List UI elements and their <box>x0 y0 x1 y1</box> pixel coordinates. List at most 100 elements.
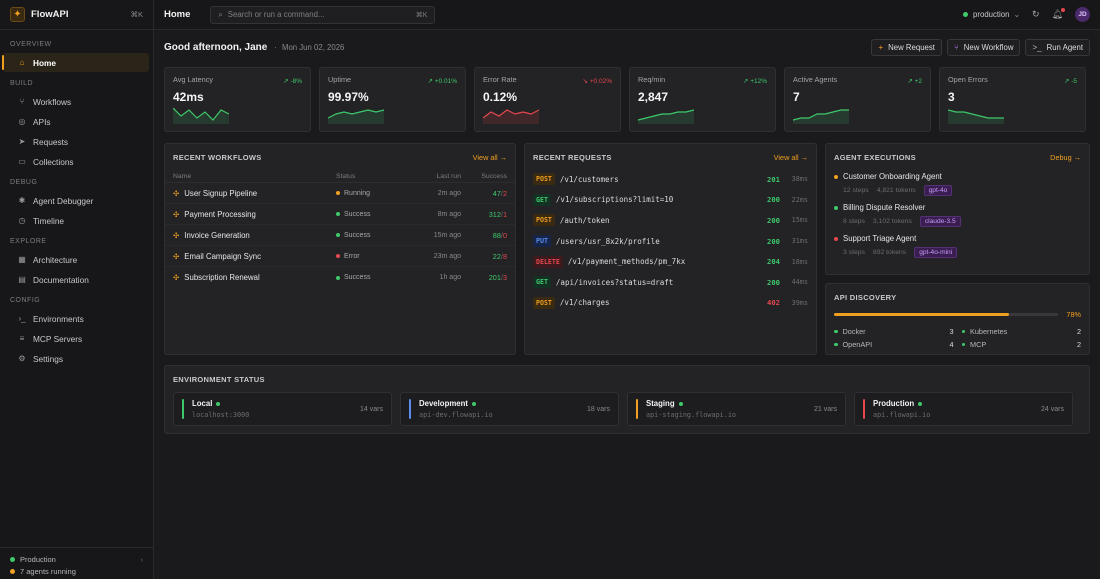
workflow-name-cell: ✣ Payment Processing <box>173 210 336 219</box>
model-tag: gpt-4o-mini <box>914 246 958 258</box>
new-request-button[interactable]: + New Request <box>871 38 942 56</box>
run-agent-button[interactable]: >_ Run Agent <box>1025 38 1090 56</box>
topbar: Home ⌕ Search or run a command... ⌘K pro… <box>154 0 1100 30</box>
folder-icon: ▭ <box>18 157 26 166</box>
sidebar-item-timeline[interactable]: ◷ Timeline <box>3 211 149 230</box>
search-placeholder: Search or run a command... <box>227 10 325 19</box>
sidebar-item-apis[interactable]: ◎ APIs <box>3 112 149 131</box>
list-item[interactable]: GET/v1/subscriptions?limit=10 200 22ms <box>525 190 816 211</box>
request-time: 38ms <box>791 175 808 184</box>
metric-card[interactable]: Uptime ↗ +0.01% 99.97% <box>319 67 466 132</box>
metric-delta: ↗ +12% <box>743 77 767 85</box>
metric-value: 42ms <box>173 90 204 104</box>
sparkline <box>483 109 539 124</box>
environment-card[interactable]: Production api.flowapi.io 24 vars <box>854 392 1073 426</box>
table-row[interactable]: ✣ Invoice Generation Success 15m ago 88/0 <box>165 225 515 246</box>
sidebar-item-home[interactable]: ⌂ Home <box>2 53 149 72</box>
metric-card[interactable]: Req/min ↗ +12% 2,847 <box>629 67 776 132</box>
table-row[interactable]: ✣ Email Campaign Sync Error 23m ago 22/8 <box>165 246 515 267</box>
search-input[interactable]: ⌕ Search or run a command... ⌘K <box>210 5 436 24</box>
discovery-percent: 78% <box>1066 310 1081 319</box>
footer-agents-label: 7 agents running <box>20 566 76 576</box>
sidebar: ✦ FlowAPI ⌘K Overview ⌂ Home Build ⑂ Workflow… <box>0 0 154 579</box>
sidebar-item-environments[interactable]: ›_ Environments <box>3 309 149 328</box>
list-item[interactable]: POST/auth/token 200 15ms <box>525 210 816 231</box>
sidebar-item-architecture[interactable]: ▦ Architecture <box>3 250 149 269</box>
fail-count: 3 <box>502 273 507 282</box>
metric-card[interactable]: Open Errors ↗ -5 3 <box>939 67 1086 132</box>
search-shortcut: ⌘K <box>415 11 428 19</box>
sidebar-item-label: APIs <box>33 116 51 127</box>
main-area: Home ⌕ Search or run a command... ⌘K pro… <box>154 0 1100 579</box>
bell-icon[interactable]: 🔔︎ <box>1051 8 1065 19</box>
metric-card[interactable]: Error Rate ↘ +0.02% 0.12% <box>474 67 621 132</box>
discovery-count: 4 <box>949 340 954 349</box>
separator: / <box>500 251 503 261</box>
method-badge: POST <box>533 296 555 309</box>
env-name: Staging <box>646 399 675 408</box>
list-item[interactable]: GET/api/invoices?status=draft 200 44ms <box>525 272 816 293</box>
list-item[interactable]: POST/v1/charges 402 39ms <box>525 293 816 314</box>
sidebar-item-documentation[interactable]: ▤ Documentation <box>3 270 149 289</box>
request-time: 31ms <box>791 237 808 246</box>
metric-delta: ↗ +0.01% <box>428 77 458 85</box>
sidebar-item-mcp-servers[interactable]: ≡ MCP Servers <box>3 329 149 348</box>
status-code: 200 <box>767 277 780 287</box>
agent-execution[interactable]: Billing Dispute Resolver 8 steps 3,102 tok… <box>826 201 1089 228</box>
refresh-icon[interactable]: ↻ <box>1032 9 1040 19</box>
table-row[interactable]: ✣ Subscription Renewal Success 1h ago 201/3 <box>165 267 515 288</box>
status-dot <box>918 401 923 406</box>
environment-card[interactable]: Local localhost:3000 14 vars <box>173 392 392 426</box>
sidebar-section-label: Debug <box>10 179 38 186</box>
metric-card[interactable]: Avg Latency ↗ -8% 42ms <box>164 67 311 132</box>
request-path: /auth/token <box>559 215 610 225</box>
environment-card[interactable]: Development api-dev.flowapi.io 18 vars <box>400 392 619 426</box>
footer-env-label: Production <box>20 554 56 564</box>
sidebar-item-agent-debugger[interactable]: ✱ Agent Debugger <box>3 191 149 210</box>
metric-value: 99.97% <box>328 90 369 104</box>
metric-card[interactable]: Active Agents ↗ +2 7 <box>784 67 931 132</box>
agent-execution[interactable]: Customer Onboarding Agent 12 steps 4,821 t… <box>826 170 1089 197</box>
env-vars: 24 vars <box>1041 405 1064 413</box>
list-item[interactable]: DELETE/v1/payment_methods/pm_7kx 204 18ms <box>525 251 816 272</box>
list-item[interactable]: POST/v1/customers 201 38ms <box>525 169 816 190</box>
agent-steps: 12 steps <box>843 186 869 194</box>
new-workflow-button[interactable]: ⑂ New Workflow <box>946 38 1021 56</box>
home-icon: ⌂ <box>19 58 25 67</box>
command-shortcut[interactable]: ⌘K <box>130 10 143 19</box>
workflows-view-all-link[interactable]: View all → <box>472 152 507 162</box>
metric-label: Error Rate <box>483 75 517 84</box>
sparkline <box>948 109 1004 124</box>
sidebar-item-workflows[interactable]: ⑂ Workflows <box>3 92 149 111</box>
workflow-success: 312/1 <box>461 210 507 219</box>
workflow-icon: ✣ <box>173 273 180 282</box>
sparkline-area <box>483 110 539 124</box>
agent-name-row: Support Triage Agent <box>834 232 1081 245</box>
table-row[interactable]: ✣ Payment Processing Success 8m ago 312/1 <box>165 204 515 225</box>
sidebar-item-collections[interactable]: ▭ Collections <box>3 152 149 171</box>
sidebar-footer[interactable]: Production › 7 agents running <box>0 547 153 579</box>
sidebar-item-settings[interactable]: ⚙ Settings <box>3 349 149 368</box>
clock-icon: ◷ <box>18 216 26 225</box>
env-name: Local <box>192 399 213 408</box>
environment-card[interactable]: Staging api-staging.flowapi.io 21 vars <box>627 392 846 426</box>
environment-selector[interactable]: production ⌄ <box>963 10 1020 19</box>
env-color-stripe <box>636 399 638 419</box>
workflow-last-run: 15m ago <box>433 231 461 239</box>
fail-count: 0 <box>502 230 507 240</box>
list-item[interactable]: PUT/users/usr_8x2k/profile 200 31ms <box>525 231 816 252</box>
agents-debug-link[interactable]: Debug → <box>1050 152 1081 162</box>
agent-execution[interactable]: Support Triage Agent 3 steps 892 tokens gpt… <box>826 232 1089 259</box>
footer-env[interactable]: Production › <box>10 553 143 565</box>
request-path: /users/usr_8x2k/profile <box>555 236 660 246</box>
sidebar-item-requests[interactable]: ➤ Requests <box>3 132 149 151</box>
globe-icon: ◎ <box>18 117 26 126</box>
status-code: 200 <box>767 236 780 246</box>
avatar[interactable]: JD <box>1075 7 1090 22</box>
workflow-status: Running <box>336 190 406 197</box>
chevron-right-icon: › <box>140 554 144 564</box>
table-row[interactable]: ✣ User Signup Pipeline Running 2m ago 47/2 <box>165 183 515 204</box>
architecture-icon: ▦ <box>18 255 26 264</box>
requests-view-all-link[interactable]: View all → <box>773 152 808 162</box>
sparkline <box>793 109 849 124</box>
